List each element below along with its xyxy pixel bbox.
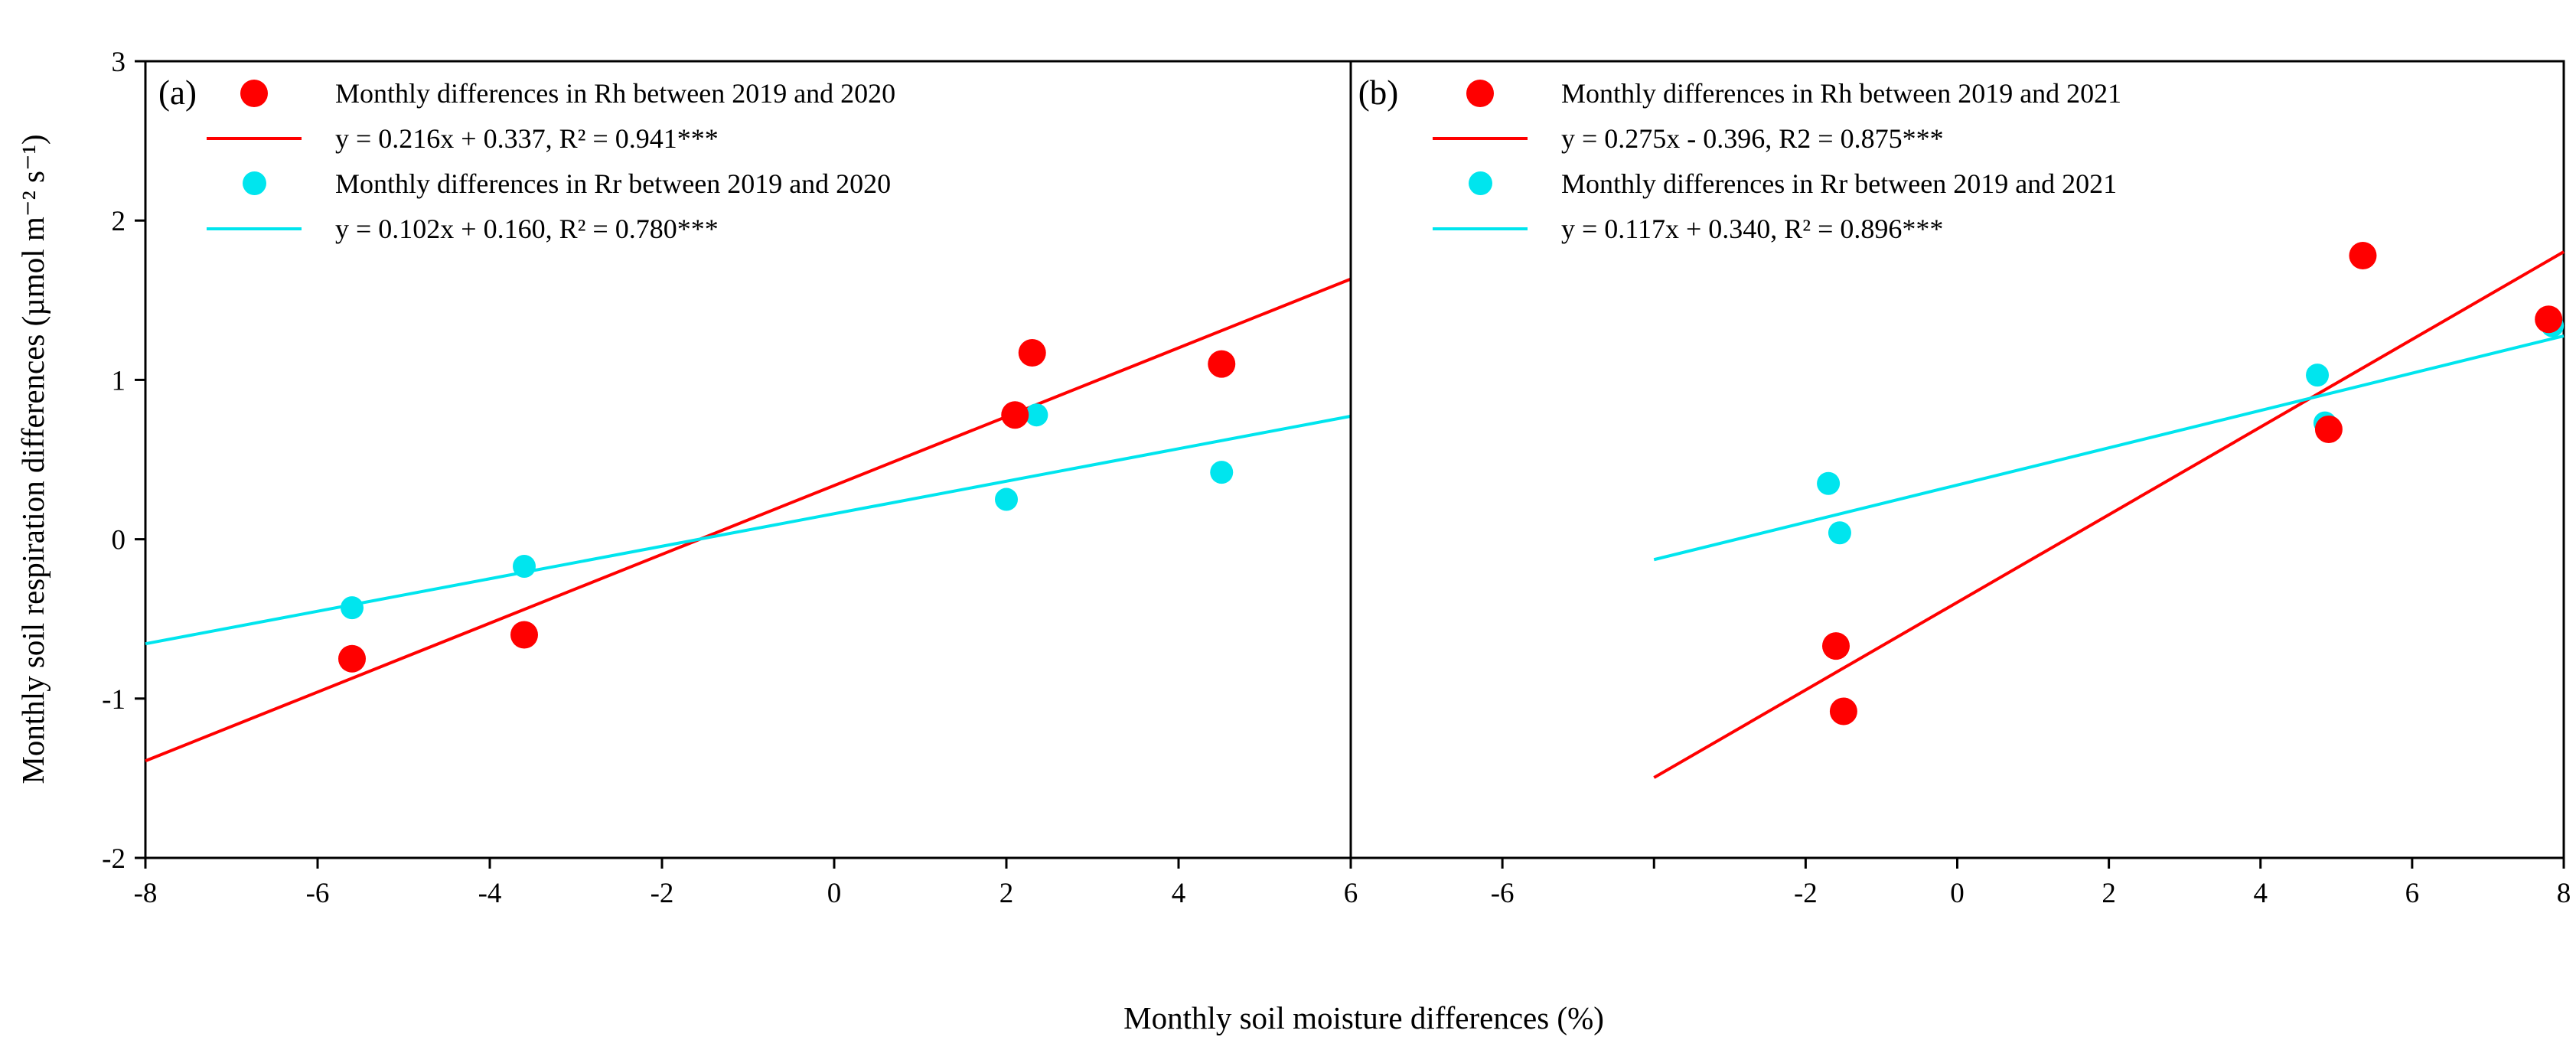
regression-line	[145, 277, 1352, 763]
y-tick-label: 0	[112, 525, 126, 556]
data-point	[341, 596, 364, 620]
data-point	[2349, 242, 2377, 270]
data-point	[2306, 364, 2330, 387]
rh-point-marker	[207, 79, 302, 107]
legend-panel-b: Monthly differences in Rh between 2019 a…	[1433, 70, 2121, 251]
rr-line-marker	[207, 227, 302, 230]
data-point	[1025, 403, 1048, 427]
red-dot-icon	[240, 79, 268, 107]
data-point	[510, 621, 538, 649]
cyan-dot-icon	[1468, 171, 1492, 195]
legend-row: y = 0.275x - 0.396, R2 = 0.875***	[1433, 116, 2121, 161]
x-tick-label: 6	[1344, 878, 1358, 909]
data-point	[2535, 305, 2563, 334]
legend-label-rr: Monthly differences in Rr between 2019 a…	[335, 168, 892, 199]
x-tick-label: 0	[1950, 878, 1965, 909]
cyan-line-icon	[1433, 227, 1528, 230]
legend-equation-rh: y = 0.216x + 0.337, R² = 0.941***	[335, 122, 719, 154]
cyan-line-icon	[207, 227, 302, 230]
data-point	[1210, 461, 1234, 484]
legend-row: Monthly differences in Rr between 2019 a…	[1433, 161, 2121, 206]
data-point	[2314, 415, 2343, 443]
x-tick-label: -6	[1491, 878, 1515, 909]
x-tick-label: 4	[2254, 878, 2268, 909]
y-tick-label: 2	[112, 206, 126, 237]
rr-line-marker	[1433, 227, 1528, 230]
rh-line-marker	[207, 136, 302, 140]
x-tick-label: 0	[827, 878, 842, 909]
data-point	[1828, 521, 1851, 545]
x-tick-label: 8	[2557, 878, 2571, 909]
data-point	[338, 644, 366, 673]
rh-point-marker	[1433, 79, 1528, 107]
data-point	[1822, 632, 1850, 660]
legend-row: Monthly differences in Rh between 2019 a…	[207, 70, 895, 116]
y-tick-label: -1	[102, 684, 126, 716]
data-point	[1001, 401, 1029, 429]
legend-row: y = 0.117x + 0.340, R² = 0.896***	[1433, 206, 2121, 251]
legend-label-rr: Monthly differences in Rr between 2019 a…	[1561, 168, 2118, 199]
x-tick-label: -2	[651, 878, 674, 909]
rr-point-marker	[207, 171, 302, 195]
panel-b-letter: (b)	[1358, 73, 1399, 112]
panel-a-letter: (a)	[158, 73, 197, 112]
legend-equation-rr: y = 0.117x + 0.340, R² = 0.896***	[1561, 213, 1944, 244]
regression-line	[145, 414, 1352, 646]
legend-panel-a: Monthly differences in Rh between 2019 a…	[207, 70, 895, 251]
x-tick-label: 2	[2102, 878, 2116, 909]
rh-line-marker	[1433, 136, 1528, 140]
x-tick-label: -4	[478, 878, 502, 909]
rr-point-marker	[1433, 171, 1528, 195]
red-line-icon	[207, 136, 302, 140]
x-axis-label: Monthly soil moisture differences (%)	[1123, 1000, 1604, 1035]
regression-line	[1653, 334, 2565, 562]
x-tick-label: 4	[1172, 878, 1186, 909]
y-tick-label: -2	[102, 843, 126, 875]
y-tick-label: 1	[112, 365, 126, 396]
y-tick-label: 3	[112, 47, 126, 78]
red-line-icon	[1433, 136, 1528, 140]
data-point	[995, 487, 1018, 511]
legend-row: Monthly differences in Rh between 2019 a…	[1433, 70, 2121, 116]
legend-equation-rr: y = 0.102x + 0.160, R² = 0.780***	[335, 213, 719, 244]
data-point	[1018, 339, 1046, 367]
x-tick-label: 2	[999, 878, 1014, 909]
legend-label-rh: Monthly differences in Rh between 2019 a…	[1561, 77, 2122, 109]
data-point	[1829, 697, 1857, 726]
x-tick-label: 6	[2405, 878, 2420, 909]
legend-row: y = 0.216x + 0.337, R² = 0.941***	[207, 116, 895, 161]
x-tick-label: -2	[1794, 878, 1818, 909]
data-point	[513, 554, 536, 578]
red-dot-icon	[1466, 79, 1494, 107]
legend-row: Monthly differences in Rr between 2019 a…	[207, 161, 895, 206]
legend-equation-rh: y = 0.275x - 0.396, R2 = 0.875***	[1561, 122, 1944, 154]
data-point	[1817, 471, 1841, 495]
legend-row: y = 0.102x + 0.160, R² = 0.780***	[207, 206, 895, 251]
x-tick-label: -6	[306, 878, 330, 909]
y-axis-label: Monthly soil respiration differences (µm…	[15, 134, 51, 784]
data-point	[1208, 350, 1236, 378]
x-tick-label: -8	[134, 878, 158, 909]
legend-label-rh: Monthly differences in Rh between 2019 a…	[335, 77, 896, 109]
regression-line	[1653, 250, 2565, 779]
cyan-dot-icon	[242, 171, 266, 195]
